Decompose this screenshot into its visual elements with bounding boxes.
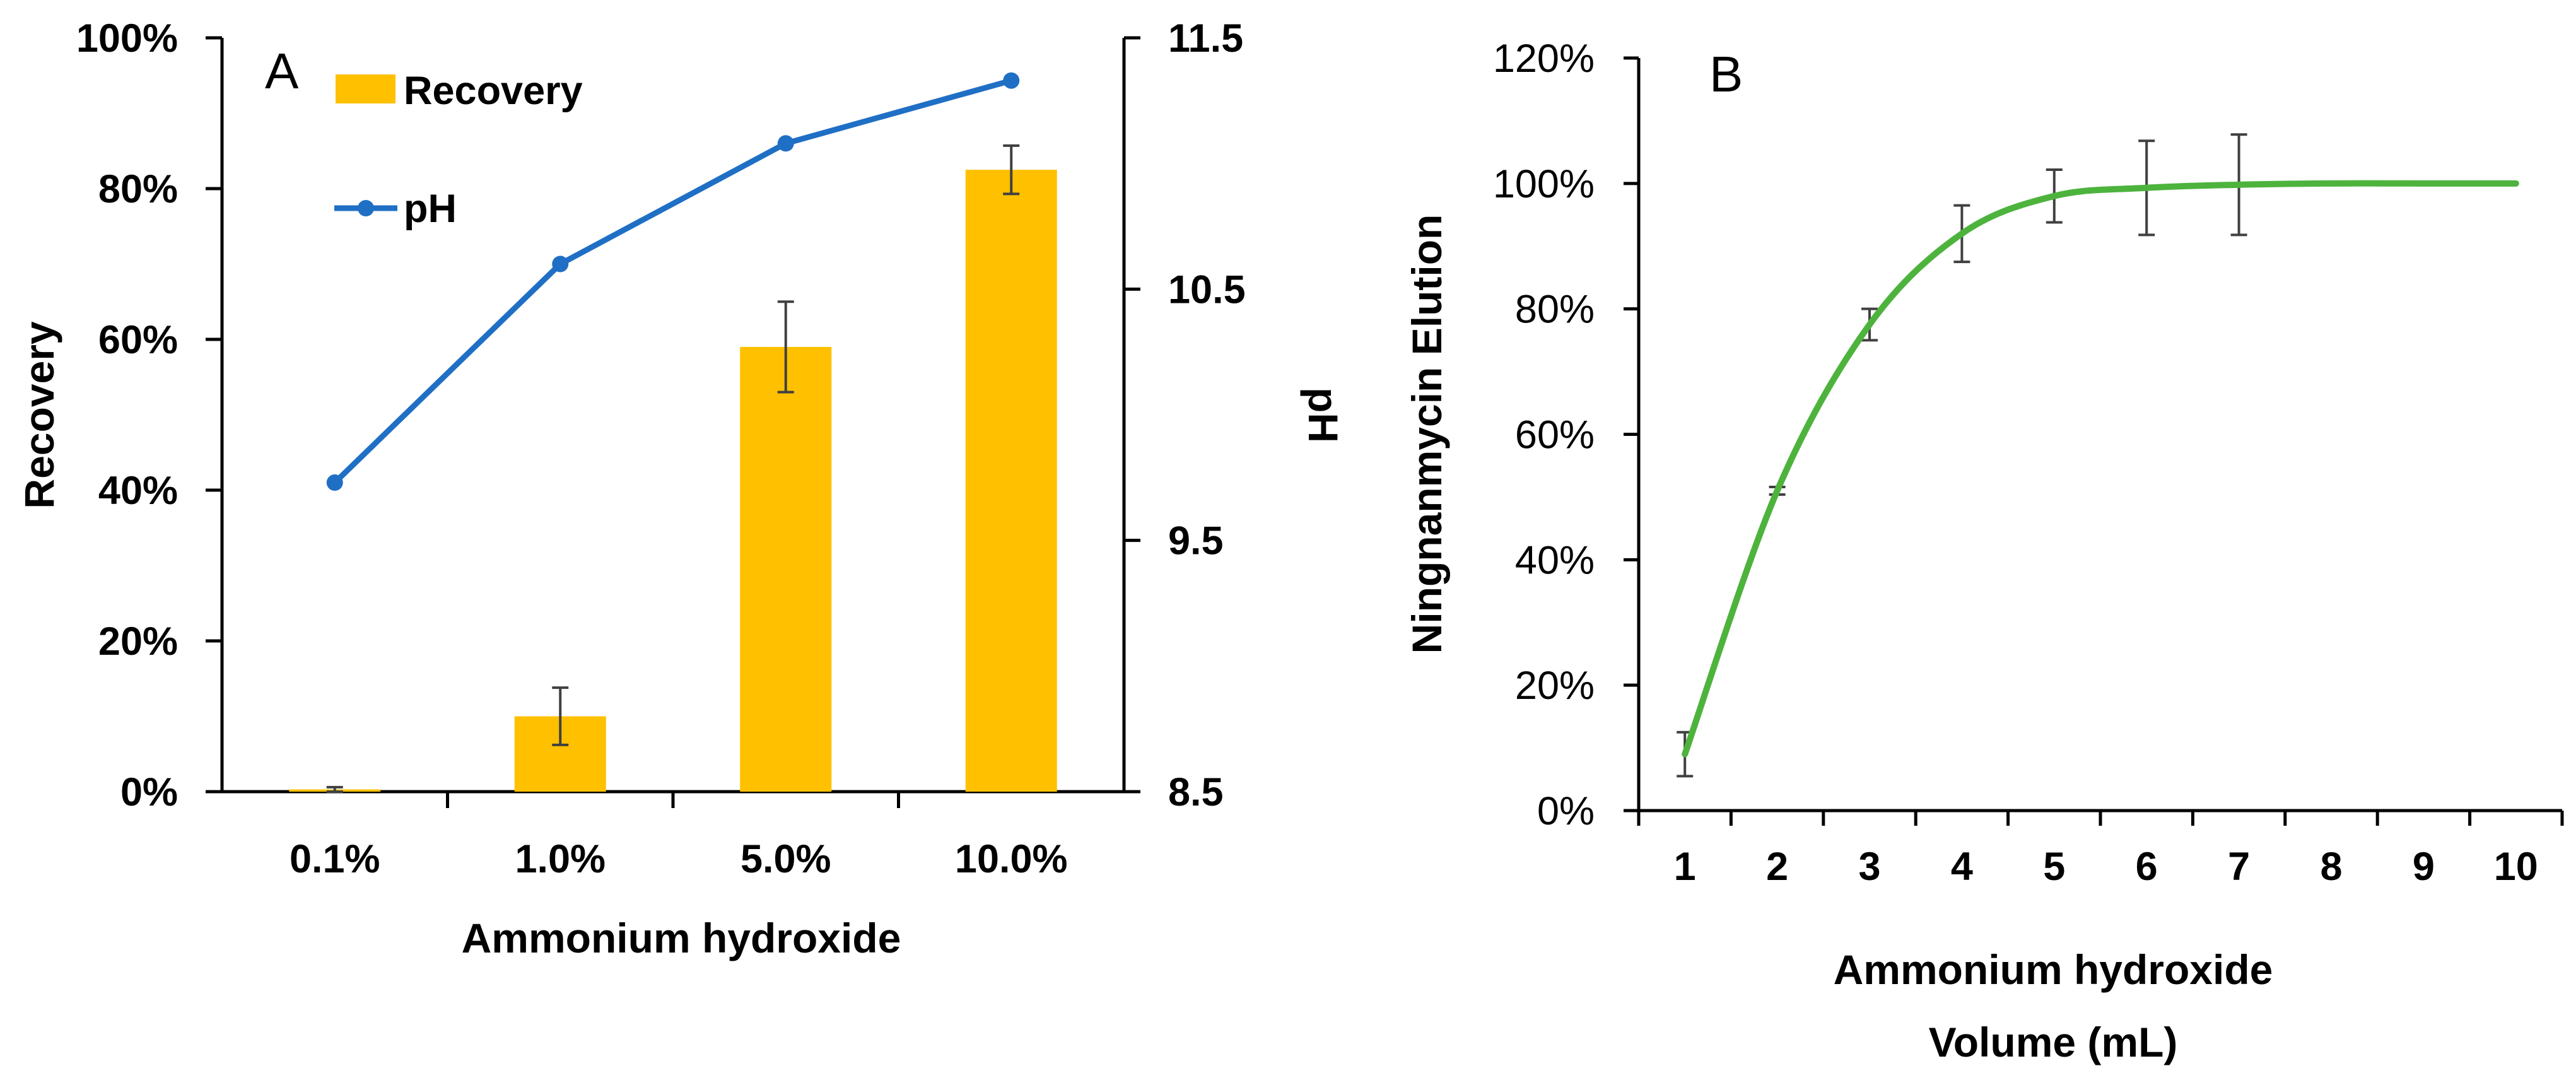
x-tick-label: 0.1% [290,837,380,881]
y2-tick-label: 10.5 [1168,267,1246,312]
y2-axis-title: pH [1300,387,1347,443]
x-tick-label: 1.0% [515,837,606,881]
legend-recovery-swatch [336,74,395,103]
y-tick-label: 20% [98,619,178,664]
y2-tick-label: 11.5 [1168,16,1243,61]
x-tick-label: 10.0% [955,837,1068,881]
x-tick-label: 1 [1674,845,1696,889]
ph-point [326,474,343,491]
ph-point [1003,72,1020,89]
x-tick-label: 3 [1858,845,1880,889]
ph-point [552,255,569,273]
y2-tick-label: 8.5 [1168,770,1224,814]
y-axis-title: Ningnanmycin Elution [1403,214,1450,654]
y-tick-label: 0% [120,770,178,814]
y-tick-label: 60% [98,318,178,362]
y-tick-label: 100% [76,16,178,61]
y-tick-label: 60% [1515,413,1595,457]
y-tick-label: 40% [1515,538,1595,582]
x-axis-title-line2: Volume (mL) [1929,1019,2178,1065]
x-tick-label: 2 [1766,845,1788,889]
x-tick-label: 5 [2043,845,2065,889]
x-tick-label: 5.0% [741,837,831,881]
panel-b: 0% 20% 40% 60% 80% 100% 120% 1 2 3 4 5 6 7 8 9 10 Ammoniu… [1403,37,2564,1065]
ph-point [777,135,794,152]
legend-ph-marker [358,200,374,216]
x-tick-label: 9 [2413,845,2435,889]
panel-label: A [265,43,299,99]
x-tick-label: 8 [2320,845,2342,889]
y-tick-label: 100% [1493,162,1595,206]
legend-ph-label: pH [404,187,457,231]
y-axis-title: Recovery [16,321,62,508]
recovery-bar [965,170,1057,792]
elution-line [1682,180,2519,758]
y-tick-label: 80% [1515,288,1595,332]
y-tick-label: 40% [98,469,178,513]
y-tick-label: 80% [98,167,178,211]
x-tick-label: 6 [2136,845,2158,889]
panel-a: 0% 20% 40% 60% 80% 100% 8.5 9.5 10.5 11.5 0.1% 1.0%… [16,16,1347,961]
recovery-bar [740,346,832,792]
y2-tick-label: 9.5 [1168,519,1224,563]
y-tick-label: 0% [1537,789,1595,833]
x-tick-label: 10 [2494,845,2538,889]
x-axis-title: Ammonium hydroxide [462,915,901,961]
y-tick-label: 120% [1493,37,1595,81]
y-tick-label: 20% [1515,664,1595,708]
x-tick-label: 4 [1951,845,1973,889]
ph-line [332,78,1012,485]
x-tick-label: 7 [2228,845,2250,889]
legend-recovery-label: Recovery [404,69,583,113]
x-axis-title-line1: Ammonium hydroxide [1834,946,2273,993]
panel-label: B [1709,46,1743,102]
